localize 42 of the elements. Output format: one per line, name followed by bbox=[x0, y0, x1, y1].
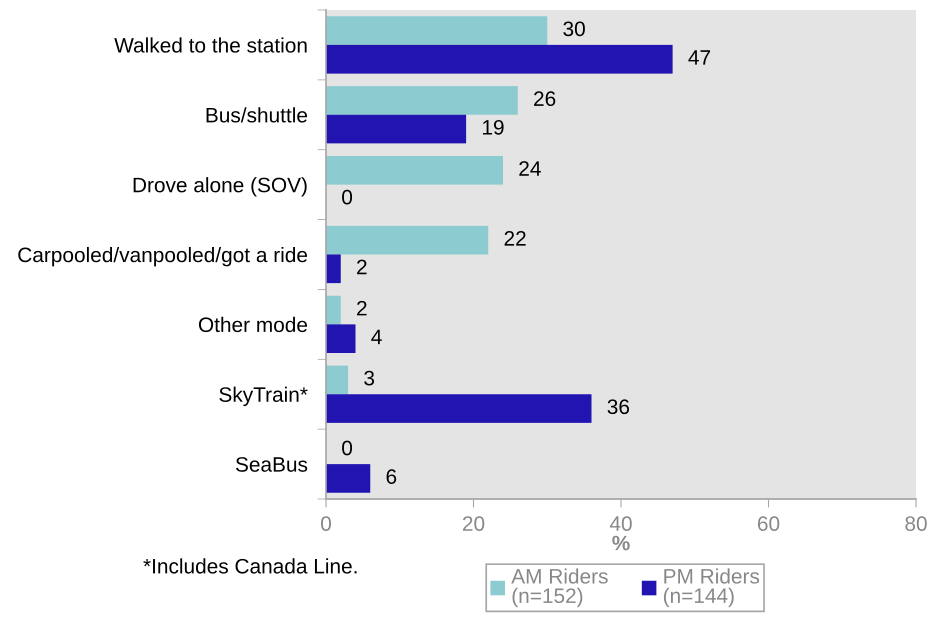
bar bbox=[326, 156, 503, 185]
text: *Includes Canada Line. bbox=[143, 558, 357, 574]
bar bbox=[326, 226, 488, 254]
y-tick-label: Bus/shuttle bbox=[206, 107, 308, 123]
y-tick-label: Other mode bbox=[198, 316, 308, 332]
bar bbox=[326, 324, 356, 353]
data-label: 30 bbox=[563, 21, 585, 36]
bar bbox=[326, 394, 592, 423]
data-label: 26 bbox=[534, 91, 556, 106]
data-label: 36 bbox=[608, 399, 630, 414]
x-tick-label: 0 bbox=[321, 516, 331, 531]
data-label: 19 bbox=[482, 120, 504, 135]
data-label: 6 bbox=[386, 469, 396, 484]
y-tick-label: Carpooled/vanpooled/got a ride bbox=[18, 246, 308, 266]
legend-label: PM Riders (n=144) bbox=[664, 568, 760, 608]
y-tick-label: SeaBus bbox=[236, 457, 308, 472]
bar bbox=[326, 114, 466, 144]
y-tick-label: Drove alone (SOV) bbox=[134, 177, 307, 197]
data-label: 0 bbox=[342, 190, 352, 205]
data-label: 2 bbox=[357, 260, 367, 274]
x-tick-label: 20 bbox=[462, 516, 484, 531]
y-tick-label: Walked to the station bbox=[114, 37, 307, 53]
data-label: 47 bbox=[688, 50, 710, 65]
x-tick-label: 40 bbox=[610, 516, 632, 531]
data-label: 3 bbox=[364, 370, 374, 386]
legend-label: AM Riders (n=152) bbox=[511, 568, 608, 608]
bar bbox=[326, 254, 341, 284]
x-tick-label: 60 bbox=[758, 516, 780, 531]
data-label: 0 bbox=[342, 440, 352, 456]
data-label: 4 bbox=[371, 330, 382, 344]
bar bbox=[326, 86, 518, 115]
bar bbox=[326, 366, 348, 394]
data-label: 2 bbox=[357, 300, 367, 316]
data-label: 24 bbox=[519, 161, 541, 176]
x-tick-label: 80 bbox=[905, 516, 927, 531]
bar bbox=[326, 464, 370, 493]
y-tick-label: SkyTrain* bbox=[219, 386, 308, 406]
x-axis-title: % bbox=[612, 536, 630, 550]
bar bbox=[326, 44, 673, 74]
bar bbox=[326, 16, 548, 45]
data-label: 22 bbox=[504, 231, 526, 246]
bar bbox=[326, 296, 341, 324]
